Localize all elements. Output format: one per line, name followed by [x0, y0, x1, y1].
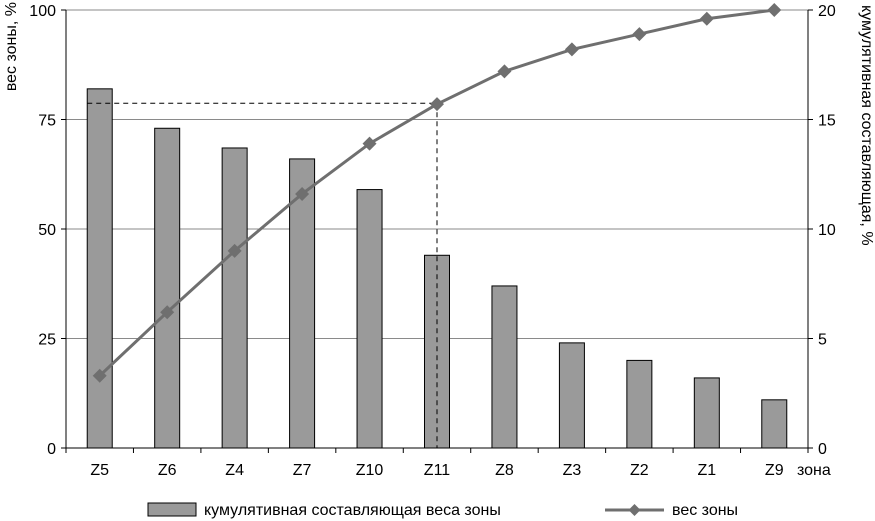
x-tick-label-Z10: Z10 [356, 462, 384, 479]
x-tick-label-Z8: Z8 [495, 462, 514, 479]
left-axis-ticks: 0 25 50 75 100 [29, 3, 66, 458]
bar-Z9 [761, 399, 788, 449]
line-series [92, 3, 782, 383]
point-Z8 [497, 64, 512, 79]
x-tick-label-Z3: Z3 [563, 462, 582, 479]
point-Z1 [699, 11, 714, 26]
right-tick-label: 10 [818, 222, 836, 239]
x-tick-label-Z5: Z5 [90, 462, 109, 479]
right-tick-label: 5 [818, 332, 827, 349]
point-Z2 [632, 27, 647, 42]
x-axis-label: зона [797, 462, 831, 479]
bar-Z3 [558, 342, 585, 449]
point-Z3 [564, 42, 579, 57]
right-tick-label: 0 [818, 441, 827, 458]
bar-Z6 [154, 127, 181, 449]
legend-bar-label: кумулятивная составляющая веса зоны [204, 502, 501, 519]
bar-Z4 [221, 147, 248, 449]
legend-line-label: вес зоны [672, 502, 738, 519]
left-tick-label: 50 [38, 222, 56, 239]
x-tick-label-Z7: Z7 [293, 462, 312, 479]
right-axis-label: кумулятивная составляющая, % [858, 5, 875, 246]
reference-lines [87, 102, 438, 448]
right-axis-ticks: 0 5 10 15 20 [808, 3, 836, 458]
left-tick-label: 100 [29, 3, 56, 20]
left-tick-label: 0 [47, 441, 56, 458]
x-tick-label-Z4: Z4 [225, 462, 244, 479]
x-axis-ticks: Z5 Z6 Z4 Z7 Z10 Z11 Z8 Z3 Z2 Z1 Z9 [65, 448, 809, 479]
right-tick-label: 15 [818, 113, 836, 130]
point-Z6 [160, 305, 175, 320]
bar-Z5 [86, 88, 113, 449]
legend-line-marker [628, 504, 641, 516]
x-tick-label-Z6: Z6 [158, 462, 177, 479]
x-tick-label-Z1: Z1 [697, 462, 716, 479]
legend: кумулятивная составляющая веса зоны вес … [147, 502, 738, 519]
bar-Z10 [356, 189, 383, 449]
bar-Z1 [693, 377, 720, 449]
point-Z9 [767, 3, 782, 17]
point-Z5 [92, 368, 107, 383]
right-tick-label: 20 [818, 3, 836, 20]
bar-Z2 [626, 359, 653, 449]
left-tick-label: 75 [38, 113, 56, 130]
legend-bar-swatch [147, 502, 197, 517]
x-tick-label-Z2: Z2 [630, 462, 649, 479]
left-tick-label: 25 [38, 332, 56, 349]
x-tick-label-Z11: Z11 [424, 462, 450, 479]
point-Z4 [227, 243, 242, 258]
x-tick-label-Z9: Z9 [765, 462, 784, 479]
point-Z11 [430, 97, 444, 112]
bar-Z8 [491, 285, 518, 449]
left-axis-label: вес зоны, % [3, 2, 20, 91]
point-Z7 [295, 186, 310, 201]
bar-Z7 [289, 158, 316, 449]
point-Z10 [362, 136, 377, 151]
